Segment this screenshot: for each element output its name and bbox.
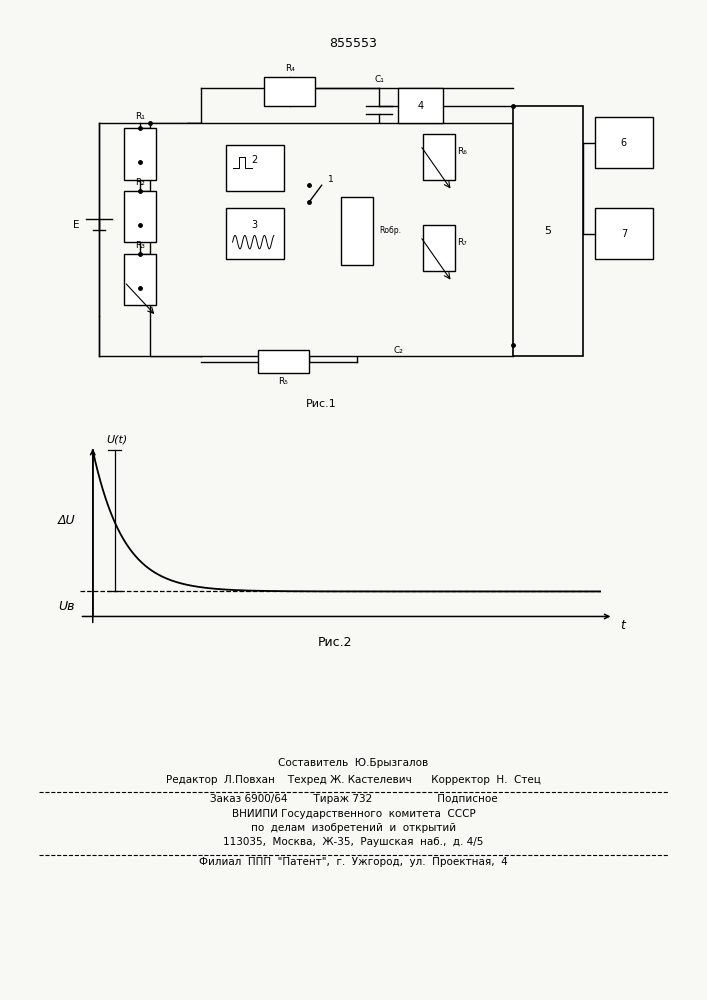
Text: Составитель  Ю.Брызгалов: Составитель Ю.Брызгалов xyxy=(279,758,428,768)
Text: R₅: R₅ xyxy=(279,377,288,386)
Text: R₃: R₃ xyxy=(136,240,145,249)
Text: R₁: R₁ xyxy=(136,112,145,121)
Bar xyxy=(124,128,156,180)
Text: 2: 2 xyxy=(252,155,258,165)
Text: по  делам  изобретений  и  открытий: по делам изобретений и открытий xyxy=(251,823,456,833)
Text: Рис.2: Рис.2 xyxy=(318,636,353,649)
Bar xyxy=(150,123,513,356)
Text: Заказ 6900/64        Тираж 732                    Подписное: Заказ 6900/64 Тираж 732 Подписное xyxy=(210,794,497,804)
Bar xyxy=(258,350,309,373)
Text: 1: 1 xyxy=(328,175,334,184)
Text: Филиал  ППП  "Патент",  г.  Ужгород,  ул.  Проектная,  4: Филиал ППП "Патент", г. Ужгород, ул. Про… xyxy=(199,857,508,867)
Text: R₂: R₂ xyxy=(136,178,145,187)
Text: t: t xyxy=(620,619,624,632)
Text: R₄: R₄ xyxy=(285,64,295,73)
Bar xyxy=(124,191,156,242)
Text: ΔU: ΔU xyxy=(57,514,75,527)
Text: 5: 5 xyxy=(544,226,551,236)
Text: 7: 7 xyxy=(621,229,627,239)
Bar xyxy=(226,208,284,259)
Bar xyxy=(398,88,443,123)
Bar xyxy=(264,77,315,106)
Text: 3: 3 xyxy=(252,220,258,230)
Text: 4: 4 xyxy=(417,101,423,111)
Text: C₁: C₁ xyxy=(374,75,384,84)
Text: C₂: C₂ xyxy=(393,346,403,355)
Text: Rобр.: Rобр. xyxy=(379,226,401,235)
Text: Uв: Uв xyxy=(59,600,75,613)
Bar xyxy=(595,117,653,168)
Text: U(t): U(t) xyxy=(106,435,127,445)
Bar xyxy=(423,225,455,271)
Bar xyxy=(513,106,583,356)
Text: Рис.1: Рис.1 xyxy=(306,399,337,409)
Bar xyxy=(595,208,653,259)
Text: 855553: 855553 xyxy=(329,37,378,50)
Text: R₇: R₇ xyxy=(457,238,467,247)
Text: Редактор  Л.Повхан    Техред Ж. Кастелевич      Корректор  Н.  Стец: Редактор Л.Повхан Техред Ж. Кастелевич К… xyxy=(166,775,541,785)
Bar xyxy=(423,134,455,180)
Bar xyxy=(226,145,284,191)
Text: 6: 6 xyxy=(621,138,627,148)
Bar xyxy=(124,254,156,305)
Text: 113035,  Москва,  Ж-35,  Раушская  наб.,  д. 4/5: 113035, Москва, Ж-35, Раушская наб., д. … xyxy=(223,837,484,847)
Bar xyxy=(341,197,373,265)
Text: E: E xyxy=(74,220,80,230)
Text: ВНИИПИ Государственного  комитета  СССР: ВНИИПИ Государственного комитета СССР xyxy=(232,809,475,819)
Text: R₆: R₆ xyxy=(457,147,467,156)
